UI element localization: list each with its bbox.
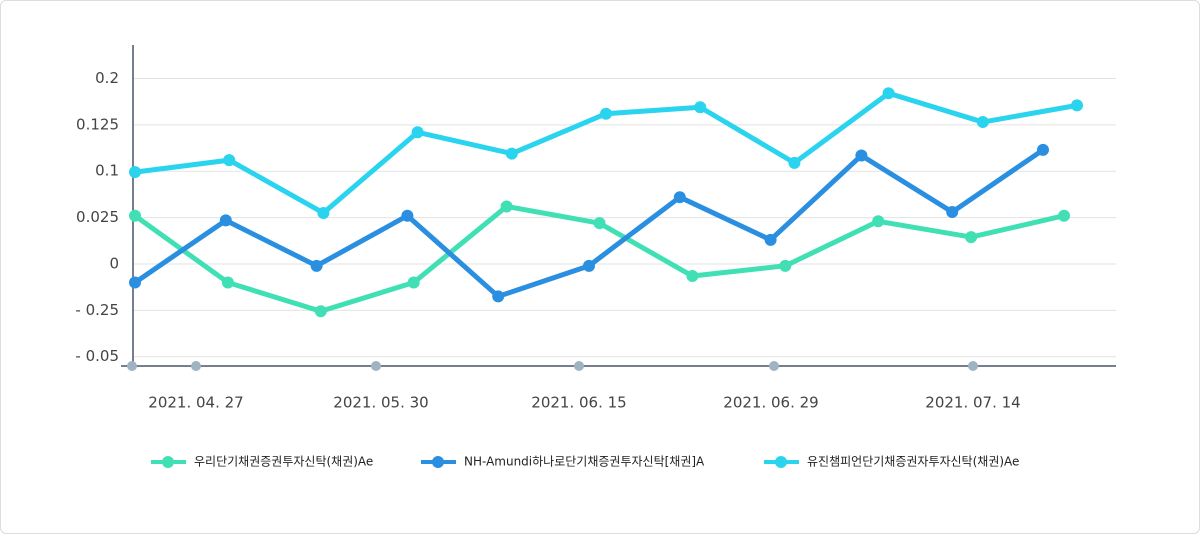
y-tick-label: 0.125 <box>76 115 119 133</box>
legend-label: 우리단기채권증권투자신탁(채권)Ae <box>194 455 373 469</box>
data-point <box>946 206 959 219</box>
data-point <box>855 149 868 162</box>
data-point <box>976 116 989 129</box>
data-point <box>221 276 234 289</box>
data-point <box>411 126 424 139</box>
data-point <box>500 200 513 213</box>
data-point <box>600 107 612 120</box>
data-point <box>223 154 236 167</box>
data-point <box>1037 143 1049 156</box>
data-point <box>694 101 707 114</box>
y-tick-label: 0.025 <box>76 208 119 226</box>
legend-label: NH-Amundi하나로단기채증권투자신탁[채권]A <box>464 455 705 469</box>
data-point <box>583 259 595 272</box>
data-point <box>673 191 686 204</box>
data-point <box>219 214 232 227</box>
data-point <box>129 276 141 289</box>
legend-swatch-dot <box>432 456 444 468</box>
data-point <box>129 209 141 222</box>
data-point <box>764 233 777 246</box>
legend-swatch-dot <box>162 456 174 468</box>
data-point <box>965 231 978 244</box>
data-point <box>317 206 330 219</box>
data-point <box>310 259 323 272</box>
y-tick-label: - 0.05 <box>75 347 119 365</box>
data-point <box>788 156 801 169</box>
data-point <box>401 209 414 222</box>
data-point <box>686 270 699 283</box>
x-tick-label: 2021. 04. 27 <box>148 394 243 412</box>
legend-swatch-dot <box>775 456 787 468</box>
data-point <box>872 215 885 228</box>
legend-label: 유진챔피언단기채증권자투자신탁(채권)Ae <box>807 454 1019 469</box>
data-point <box>314 305 327 318</box>
data-point <box>505 147 518 160</box>
y-tick-label: 0 <box>109 254 119 272</box>
x-tick-label: 2021. 06. 29 <box>723 394 818 412</box>
data-point <box>492 290 505 303</box>
x-tick-label: 2021. 05. 30 <box>333 394 428 412</box>
data-point <box>882 87 895 100</box>
data-point <box>129 166 141 179</box>
data-point <box>407 276 420 289</box>
y-tick-label: 0.1 <box>95 162 119 180</box>
data-point <box>1071 99 1083 112</box>
y-tick-label: 0.2 <box>95 69 119 87</box>
x-tick-label: 2021. 06. 15 <box>531 394 626 412</box>
x-tick-label: 2021. 07. 14 <box>925 394 1020 412</box>
data-point <box>1058 209 1070 222</box>
data-point <box>593 217 606 230</box>
data-point <box>779 259 792 272</box>
y-tick-label: - 0.25 <box>75 301 119 319</box>
axis-dots <box>127 361 978 371</box>
